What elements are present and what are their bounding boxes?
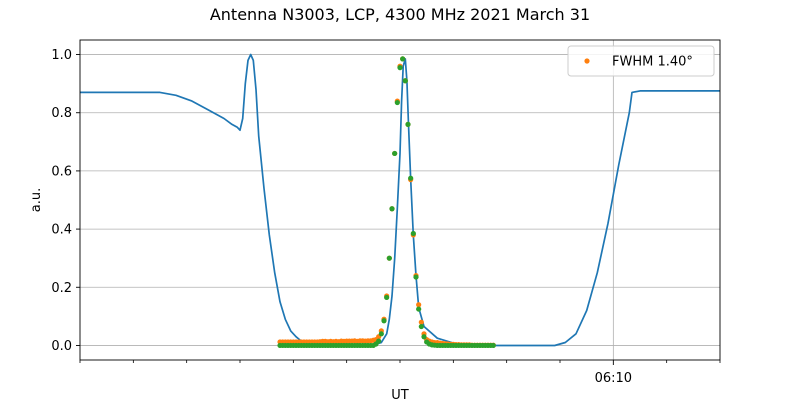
data-point	[405, 121, 411, 127]
data-point	[378, 331, 384, 337]
data-point	[392, 150, 398, 157]
y-tick-label: 0.0	[51, 339, 72, 354]
y-tick-label: 0.4	[51, 223, 72, 238]
data-point	[402, 78, 408, 84]
y-tick-label: 0.6	[51, 164, 72, 179]
chart-title: Antenna N3003, LCP, 4300 MHz 2021 March …	[210, 5, 590, 24]
y-tick-label: 0.2	[51, 281, 72, 296]
legend-box	[567, 45, 715, 77]
y-axis-label: a.u.	[29, 188, 44, 212]
data-point	[421, 334, 427, 340]
data-point	[408, 175, 414, 181]
data-point	[384, 294, 390, 301]
plot-layer	[80, 53, 720, 349]
data-point	[386, 255, 392, 261]
legend-label: FWHM 1.40°	[612, 55, 693, 70]
data-point	[376, 338, 382, 344]
data-point	[418, 323, 424, 330]
y-tick-label: 0.8	[51, 106, 72, 121]
data-point	[394, 99, 400, 106]
data-point	[381, 318, 387, 324]
data-point	[389, 206, 395, 212]
x-tick-label: 06:10	[595, 371, 632, 386]
data-point	[416, 302, 422, 308]
data-point	[490, 342, 496, 349]
data-point	[400, 56, 406, 62]
legend: FWHM 1.40°	[567, 45, 715, 77]
y-tick-label: 1.0	[51, 48, 72, 63]
legend-marker	[584, 58, 590, 64]
data-point	[413, 274, 419, 280]
grid-layer	[80, 40, 720, 360]
data-point	[416, 306, 422, 312]
plot-frame	[79, 39, 721, 361]
series-line	[80, 53, 720, 347]
data-point	[397, 65, 403, 71]
axes-layer: 0.0 0.2 0.4 0.6 0.8 1.0 06:10	[51, 39, 721, 386]
x-axis-label: UT	[391, 388, 409, 400]
data-point	[418, 319, 424, 325]
data-point	[410, 230, 416, 237]
